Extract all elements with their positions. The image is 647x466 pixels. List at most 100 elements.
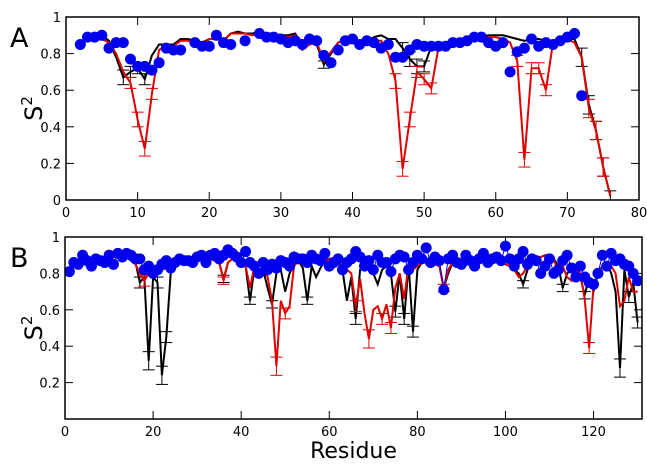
data-point <box>592 267 604 279</box>
data-point <box>74 38 86 50</box>
y-axis-label-superscript: 2 <box>18 96 36 106</box>
data-point <box>107 258 119 270</box>
data-point <box>566 262 578 274</box>
data-point <box>561 249 573 261</box>
y-tick-label: 1 <box>53 11 61 26</box>
data-point <box>65 266 75 278</box>
data-point <box>318 49 330 61</box>
data-point <box>103 249 115 261</box>
data-point <box>438 284 450 296</box>
data-point <box>210 29 222 41</box>
data-point <box>499 240 511 252</box>
data-point <box>552 264 564 276</box>
y-tick-label: 0.8 <box>40 48 61 63</box>
data-point <box>239 35 251 47</box>
x-tick-label: 50 <box>416 206 433 221</box>
data-point <box>526 33 538 45</box>
data-point <box>367 264 379 276</box>
x-tick-label: 60 <box>321 425 338 440</box>
y-tick-label: 0.6 <box>39 304 60 319</box>
data-point <box>495 255 507 267</box>
data-point <box>596 249 608 261</box>
y-tick-label: 1 <box>52 231 60 246</box>
x-tick-label: 80 <box>631 206 647 221</box>
data-point <box>544 253 556 265</box>
data-point <box>134 253 146 265</box>
panel-label: A <box>10 23 29 54</box>
data-point <box>96 29 108 41</box>
data-point <box>117 37 129 49</box>
data-point <box>601 260 613 272</box>
data-point <box>240 246 252 258</box>
x-tick-label: 0 <box>62 206 70 221</box>
data-point <box>517 246 529 258</box>
data-point <box>382 38 394 50</box>
data-point <box>381 256 393 268</box>
panel-label: B <box>10 243 29 274</box>
y-tick-label: 0 <box>53 194 61 209</box>
y-tick-label: 0.4 <box>39 340 60 355</box>
x-tick-label: 40 <box>344 206 361 221</box>
x-tick-label: 120 <box>581 425 606 440</box>
y-axis-label-main: S <box>20 325 48 340</box>
x-axis-label: Residue <box>310 439 397 462</box>
data-point <box>530 255 542 267</box>
x-tick-label: 10 <box>129 206 146 221</box>
plot-area <box>65 240 642 385</box>
x-tick-label: 20 <box>201 206 218 221</box>
data-point <box>153 57 165 69</box>
y-axis-label: S2 <box>18 96 48 121</box>
data-point <box>146 64 158 76</box>
data-point <box>576 90 588 102</box>
data-point <box>319 247 331 259</box>
data-point <box>570 271 582 283</box>
x-tick-label: 60 <box>487 206 504 221</box>
data-point <box>124 53 136 65</box>
y-tick-label: 0.8 <box>39 267 60 282</box>
data-point <box>72 258 84 270</box>
data-point <box>225 38 237 50</box>
data-point <box>253 267 265 279</box>
data-point <box>420 242 432 254</box>
y-tick-label: 0.2 <box>40 157 61 172</box>
data-point <box>632 275 642 287</box>
x-tick-label: 70 <box>559 206 576 221</box>
data-point <box>284 260 296 272</box>
data-point <box>574 260 586 272</box>
data-point <box>397 51 409 63</box>
x-tick-label: 30 <box>273 206 290 221</box>
y-tick-label: 0.4 <box>40 121 61 136</box>
series-line <box>79 30 612 197</box>
data-point <box>569 27 581 39</box>
x-tick-label: 20 <box>145 425 162 440</box>
y-tick-label: 0.2 <box>39 377 60 392</box>
data-point <box>363 255 375 267</box>
data-point <box>455 258 467 270</box>
data-point <box>175 44 187 56</box>
data-point <box>416 253 428 265</box>
x-tick-label: 100 <box>493 425 518 440</box>
plot-frame <box>65 16 640 201</box>
y-tick-label: 0.6 <box>40 84 61 99</box>
data-point <box>235 256 247 268</box>
x-tick-label: 80 <box>409 425 426 440</box>
x-tick-label: 0 <box>61 425 69 440</box>
plot-frame <box>64 236 643 420</box>
data-point <box>497 37 509 49</box>
data-point <box>385 266 397 278</box>
data-point <box>354 251 366 263</box>
data-point <box>325 57 337 69</box>
data-point <box>433 255 445 267</box>
plot-area <box>74 27 617 200</box>
y-axis-label-superscript: 2 <box>18 316 36 326</box>
x-tick-label: 40 <box>233 425 250 440</box>
y-axis-label: S2 <box>18 316 48 341</box>
data-point <box>477 247 489 259</box>
data-point <box>332 253 344 265</box>
data-point <box>311 35 323 47</box>
y-axis-label-main: S <box>20 106 48 121</box>
data-point <box>332 44 344 56</box>
data-point <box>398 251 410 263</box>
data-point <box>504 66 516 78</box>
